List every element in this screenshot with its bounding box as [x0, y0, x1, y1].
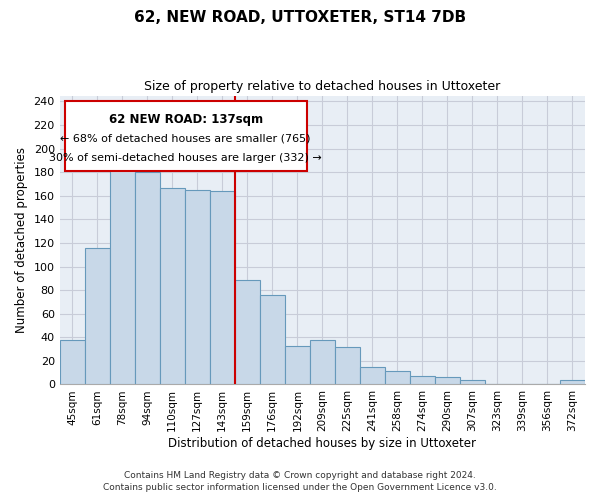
Bar: [260, 295, 285, 384]
Bar: [560, 380, 585, 384]
Bar: [410, 376, 435, 384]
Y-axis label: Number of detached properties: Number of detached properties: [15, 147, 28, 333]
Text: 30% of semi-detached houses are larger (332) →: 30% of semi-detached houses are larger (…: [49, 154, 322, 164]
Text: Contains HM Land Registry data © Crown copyright and database right 2024.: Contains HM Land Registry data © Crown c…: [124, 471, 476, 480]
Bar: [285, 346, 310, 385]
Bar: [135, 172, 160, 384]
Bar: [185, 190, 210, 384]
Text: 62 NEW ROAD: 137sqm: 62 NEW ROAD: 137sqm: [109, 113, 263, 126]
Bar: [435, 378, 460, 384]
Bar: [160, 188, 185, 384]
Bar: [210, 191, 235, 384]
Text: 62, NEW ROAD, UTTOXETER, ST14 7DB: 62, NEW ROAD, UTTOXETER, ST14 7DB: [134, 10, 466, 25]
Text: ← 68% of detached houses are smaller (765): ← 68% of detached houses are smaller (76…: [61, 133, 311, 143]
Bar: [335, 346, 360, 385]
Bar: [235, 280, 260, 384]
Bar: [460, 380, 485, 384]
FancyBboxPatch shape: [65, 102, 307, 170]
Title: Size of property relative to detached houses in Uttoxeter: Size of property relative to detached ho…: [144, 80, 500, 93]
Bar: [360, 367, 385, 384]
Bar: [85, 248, 110, 384]
X-axis label: Distribution of detached houses by size in Uttoxeter: Distribution of detached houses by size …: [169, 437, 476, 450]
Bar: [59, 340, 85, 384]
Text: Contains public sector information licensed under the Open Government Licence v3: Contains public sector information licen…: [103, 484, 497, 492]
Bar: [310, 340, 335, 384]
Bar: [110, 166, 135, 384]
Bar: [385, 372, 410, 384]
